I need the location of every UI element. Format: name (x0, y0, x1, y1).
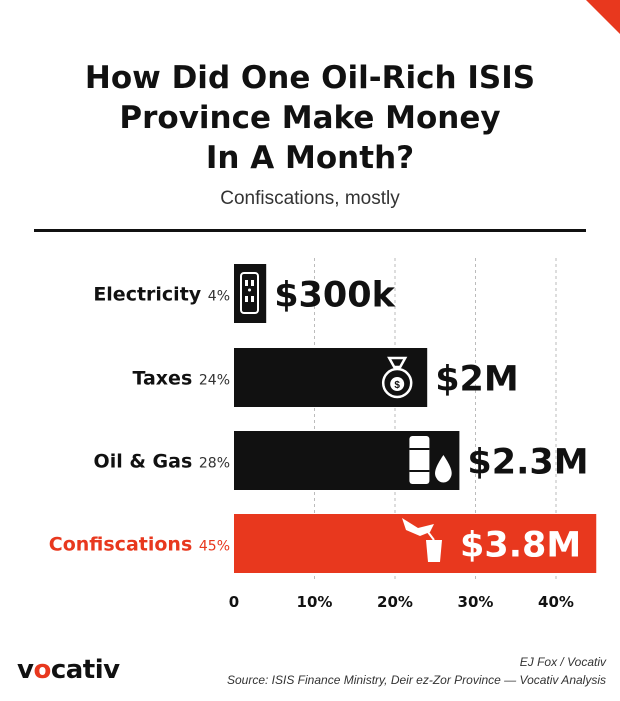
bar-chart: 0 10% 20% 30% 40% Electricity 4% $300k Taxes 24… (49, 258, 597, 611)
amount-label: $3.8M (460, 526, 581, 566)
chart-title-line: Province Make Money (119, 100, 501, 136)
x-tick-label: 0 (229, 593, 239, 611)
chart-subtitle: Confiscations, mostly (220, 188, 400, 209)
amount-label: $2M (435, 360, 519, 400)
hand-taking-icon (402, 518, 442, 562)
logo-suffix: cativ (50, 655, 120, 685)
bar-confiscations (234, 514, 597, 573)
title-divider (34, 229, 586, 232)
corner-fold-icon (586, 0, 620, 34)
svg-text:$: $ (394, 380, 400, 391)
x-tick-label: 40% (538, 593, 574, 611)
amount-label: $2.3M (467, 443, 588, 483)
x-tick-label: 10% (297, 593, 333, 611)
category-label: Oil & Gas 28% (94, 451, 230, 473)
chart-title-line: How Did One Oil-Rich ISIS (84, 60, 536, 96)
category-label: Confiscations 45% (49, 534, 230, 556)
category-label: Taxes 24% (132, 368, 230, 390)
credit-text: EJ Fox / Vocativ (519, 655, 606, 669)
amount-label: $300k (274, 276, 395, 316)
x-tick-label: 20% (377, 593, 413, 611)
oil-barrel-icon (409, 436, 452, 484)
category-label: Electricity 4% (93, 284, 230, 306)
outlet-icon (240, 272, 259, 314)
chart-title-line: In A Month? (205, 140, 415, 176)
chart-title: How Did One Oil-Rich ISIS Province Make M… (0, 58, 620, 178)
source-text: Source: ISIS Finance Ministry, Deir ez-Z… (226, 673, 606, 687)
logo-prefix: v (17, 655, 34, 685)
x-tick-label: 30% (458, 593, 494, 611)
logo-o: o (33, 655, 51, 685)
money-bag-icon: $ (381, 356, 413, 399)
vocativ-logo: vocativ (17, 655, 120, 685)
